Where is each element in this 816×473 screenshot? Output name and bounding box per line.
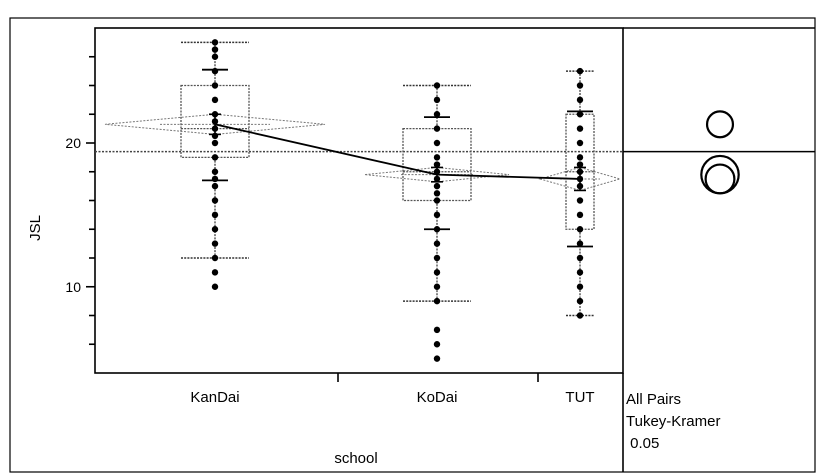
- data-point-kodai: [433, 182, 441, 190]
- data-point-kodai: [433, 96, 441, 104]
- means-connecting-line: [214, 123, 581, 180]
- data-point-kandai: [211, 254, 219, 262]
- data-point-tut: [576, 283, 584, 290]
- comparison-alpha: 0.05: [626, 435, 659, 452]
- data-point-kodai: [433, 297, 441, 305]
- data-point-kandai: [211, 46, 219, 53]
- chart-frame: [9, 17, 816, 473]
- data-point-kandai: [211, 53, 219, 60]
- data-point-kodai: [433, 341, 441, 348]
- data-point-kodai: [433, 125, 441, 132]
- data-point-kodai: [433, 254, 441, 262]
- data-point-tut: [576, 269, 584, 276]
- data-point-kandai: [211, 139, 219, 147]
- stat-lines-layer: [202, 68, 593, 248]
- data-point-kodai: [433, 211, 441, 219]
- data-point-tut: [576, 161, 584, 168]
- x-tick-label-kandai: KanDai: [190, 389, 239, 406]
- data-point-tut: [576, 226, 584, 233]
- data-point-kodai: [433, 82, 441, 89]
- data-point-kandai: [211, 182, 219, 190]
- data-point-kodai: [433, 240, 441, 247]
- comparison-circle-kandai: [705, 110, 735, 139]
- data-point-tut: [576, 154, 584, 161]
- axes-layer: 10 20 KanDai KoDai TUT: [65, 55, 595, 406]
- data-point-tut: [576, 197, 584, 204]
- data-point-kandai: [211, 197, 219, 204]
- data-point-tut: [576, 297, 584, 305]
- means-diamonds-layer: [104, 113, 622, 191]
- data-point-kodai: [433, 161, 441, 168]
- data-point-kodai: [433, 355, 441, 362]
- x-tick-label-tut: TUT: [565, 389, 594, 406]
- data-point-tut: [576, 211, 584, 219]
- plot-frame: [94, 27, 624, 374]
- data-point-kandai: [211, 269, 219, 276]
- comparison-title-line-1: All Pairs: [626, 391, 681, 408]
- outer-border: [9, 17, 816, 473]
- data-point-kodai: [433, 269, 441, 276]
- comparison-circle-tut: [704, 163, 736, 195]
- data-point-kandai: [211, 168, 219, 175]
- data-points-layer: [211, 39, 584, 362]
- data-point-tut: [576, 139, 584, 147]
- data-point-tut: [576, 82, 584, 89]
- data-point-tut: [576, 125, 584, 132]
- data-point-kandai: [211, 226, 219, 233]
- data-point-kandai: [211, 39, 219, 46]
- means-diamond-kandai: [104, 113, 326, 135]
- x-axis-label: school: [334, 450, 377, 467]
- data-point-tut: [576, 111, 584, 118]
- data-point-kodai: [433, 326, 441, 334]
- data-point-kandai: [211, 211, 219, 219]
- data-point-kodai: [433, 283, 441, 290]
- data-point-kodai: [433, 111, 441, 118]
- data-point-tut: [576, 240, 584, 247]
- comparison-circles-layer: [700, 110, 740, 195]
- box-plots-layer: [180, 41, 595, 317]
- means-diamond-kodai: [364, 166, 510, 183]
- data-point-tut: [576, 96, 584, 104]
- data-point-kodai: [433, 139, 441, 147]
- data-point-kandai: [211, 154, 219, 161]
- data-point-tut: [576, 312, 584, 319]
- data-point-kandai: [211, 283, 219, 290]
- y-axis-label: JSL: [27, 215, 44, 241]
- data-point-kandai: [211, 82, 219, 89]
- y-tick-label: 20: [65, 135, 81, 151]
- y-tick-label: 10: [65, 279, 81, 295]
- data-point-tut: [576, 254, 584, 262]
- data-point-kandai: [211, 96, 219, 104]
- data-point-kodai: [433, 197, 441, 204]
- data-point-tut: [576, 67, 584, 75]
- data-point-kandai: [211, 240, 219, 247]
- comparison-title-line-2: Tukey-Kramer: [626, 413, 720, 430]
- data-point-kodai: [433, 154, 441, 161]
- data-point-kodai: [433, 190, 441, 197]
- x-tick-label-kodai: KoDai: [417, 389, 458, 406]
